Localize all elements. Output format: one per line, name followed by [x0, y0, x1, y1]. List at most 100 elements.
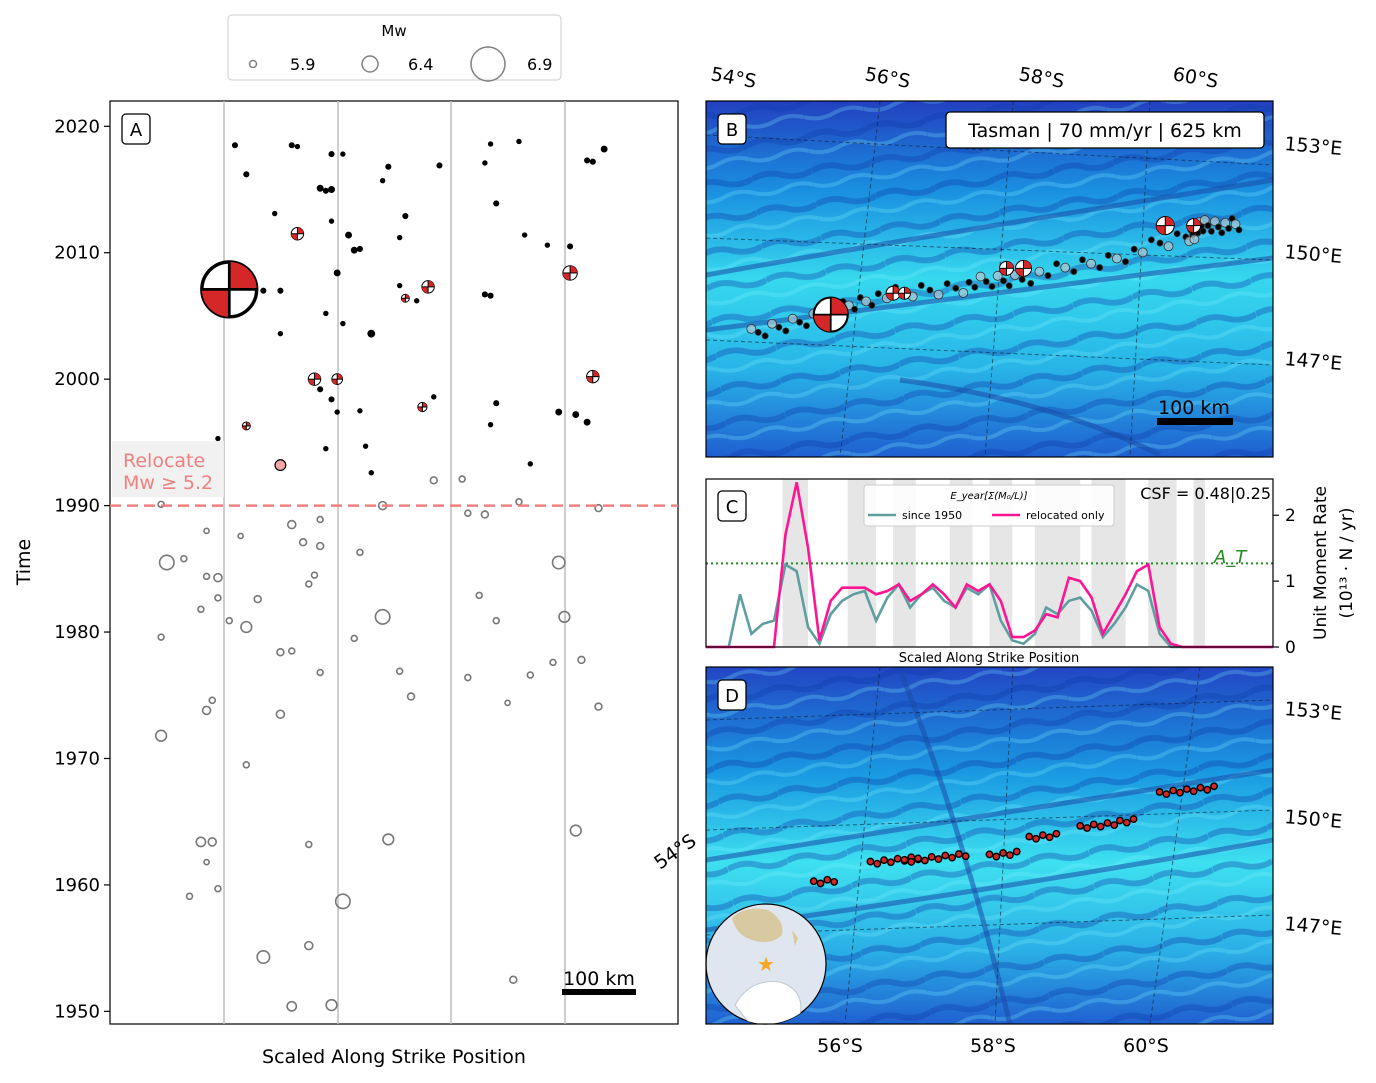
- event-pre-1990: [374, 608, 391, 625]
- map-event: [874, 290, 882, 298]
- panel-d-events: [809, 782, 1218, 888]
- map-event-relocated: [1083, 824, 1091, 832]
- map-event-relocated: [1076, 821, 1085, 830]
- map-event: [1214, 223, 1222, 231]
- map-event: [1225, 225, 1233, 232]
- event-relocated: [328, 151, 335, 158]
- y-tick-label: 2000: [54, 369, 100, 390]
- map-event: [1027, 280, 1035, 287]
- event-pre-1990: [240, 620, 253, 634]
- event-relocated: [385, 163, 392, 170]
- panel-b-events: [746, 215, 1243, 340]
- event-relocated: [600, 145, 608, 153]
- event-pre-1990: [214, 884, 222, 893]
- event-relocated: [589, 158, 596, 165]
- event-relocated: [431, 394, 437, 400]
- lat-label-60: 60°S: [1171, 63, 1220, 93]
- map-event-relocated: [830, 878, 839, 886]
- event-pre-1990: [286, 519, 297, 530]
- focal-quadrant: [999, 268, 1007, 276]
- map-event-relocated: [1006, 851, 1014, 860]
- event-pre-1990: [242, 761, 251, 769]
- focal-mechanism-icon: [1015, 259, 1033, 277]
- map-event: [988, 283, 996, 290]
- map-event-relocated: [823, 875, 832, 884]
- event-pre-1990: [203, 527, 210, 535]
- panel-c-ylabel-2: (10¹³ · N / yr): [1337, 507, 1357, 618]
- map-event: [1130, 245, 1138, 253]
- map-event: [1104, 251, 1112, 259]
- map-event: [1044, 272, 1052, 279]
- focal-quadrant: [428, 280, 435, 287]
- map-event-relocated: [1089, 820, 1098, 829]
- panel-b-label: B: [726, 120, 738, 141]
- map-event: [746, 323, 757, 334]
- event-pre-1990: [157, 500, 165, 509]
- focal-quadrant: [314, 372, 321, 380]
- event-relocated: [260, 287, 267, 294]
- map-event-relocated: [809, 877, 818, 886]
- event-relocated: [328, 218, 335, 224]
- panel-c-csf: CSF = 0.48|0.25: [1140, 484, 1271, 503]
- panel-a-label-box: [121, 113, 151, 145]
- map-event: [868, 301, 876, 309]
- event-relocated: [482, 160, 488, 166]
- map-event: [917, 282, 925, 289]
- focal-quadrant: [813, 314, 831, 332]
- event-relocated: [357, 408, 363, 414]
- event-relocated: [379, 177, 386, 184]
- map-event-relocated: [948, 853, 956, 862]
- event-pre-1990: [594, 702, 603, 711]
- map-event: [1060, 262, 1071, 273]
- coverage-band: [1193, 479, 1205, 647]
- event-pre-1990: [298, 538, 308, 547]
- event-pre-1990: [356, 548, 364, 557]
- lon-label-150: 150°E: [1284, 241, 1343, 268]
- y-tick-label: 0: [1285, 638, 1296, 658]
- map-event-relocated: [873, 859, 882, 868]
- panel-a-label: A: [130, 120, 143, 141]
- event-relocated: [215, 435, 221, 442]
- legend-marker-medium: [361, 55, 379, 73]
- focal-quadrant: [1015, 268, 1024, 277]
- event-relocated: [316, 184, 324, 192]
- event-relocated: [322, 187, 329, 194]
- map-event: [1079, 256, 1086, 264]
- event-relocated: [487, 141, 494, 147]
- map-event: [992, 270, 1003, 281]
- event-pre-1990: [201, 705, 212, 716]
- map-event: [975, 271, 986, 282]
- focal-mechanism-icon: [999, 260, 1015, 276]
- y-tick-label: 1970: [54, 748, 100, 769]
- focal-quadrant: [586, 376, 593, 383]
- legend-label-large: 6.9: [527, 55, 552, 74]
- event-relocated: [231, 142, 239, 149]
- map-event: [1209, 216, 1220, 227]
- event-pre-1990: [382, 833, 395, 846]
- y-tick-label: 1950: [54, 1001, 100, 1022]
- map-event-relocated: [1012, 847, 1021, 856]
- lat-label-60-bottom: 60°S: [1123, 1035, 1169, 1057]
- panel-c-xlabel: Scaled Along Strike Position: [899, 651, 1080, 666]
- map-event-relocated: [1052, 829, 1061, 838]
- map-event: [1218, 229, 1226, 237]
- new-zealand-shape: [792, 930, 798, 946]
- map-event-relocated: [1025, 832, 1034, 841]
- event-relocated: [396, 234, 403, 241]
- focal-quadrant: [291, 233, 298, 240]
- lon-label-153-d: 153°E: [1284, 698, 1343, 725]
- event-pre-1990: [315, 541, 325, 551]
- panel-b-label-box: [717, 113, 747, 145]
- map-event-relocated: [907, 858, 916, 866]
- panel-b-info-text: Tasman | 70 mm/yr | 625 km: [967, 120, 1242, 142]
- focal-mechanism-icon: [307, 372, 322, 386]
- map-event: [1208, 227, 1215, 235]
- map-event-relocated: [1182, 785, 1191, 793]
- focal-quadrant: [401, 298, 406, 303]
- panel-a-frame: [109, 100, 679, 1025]
- map-event: [787, 313, 798, 324]
- map-event: [1096, 264, 1104, 271]
- event-relocated: [323, 446, 329, 452]
- focal-quadrant: [337, 373, 343, 380]
- event-relocated: [521, 232, 528, 238]
